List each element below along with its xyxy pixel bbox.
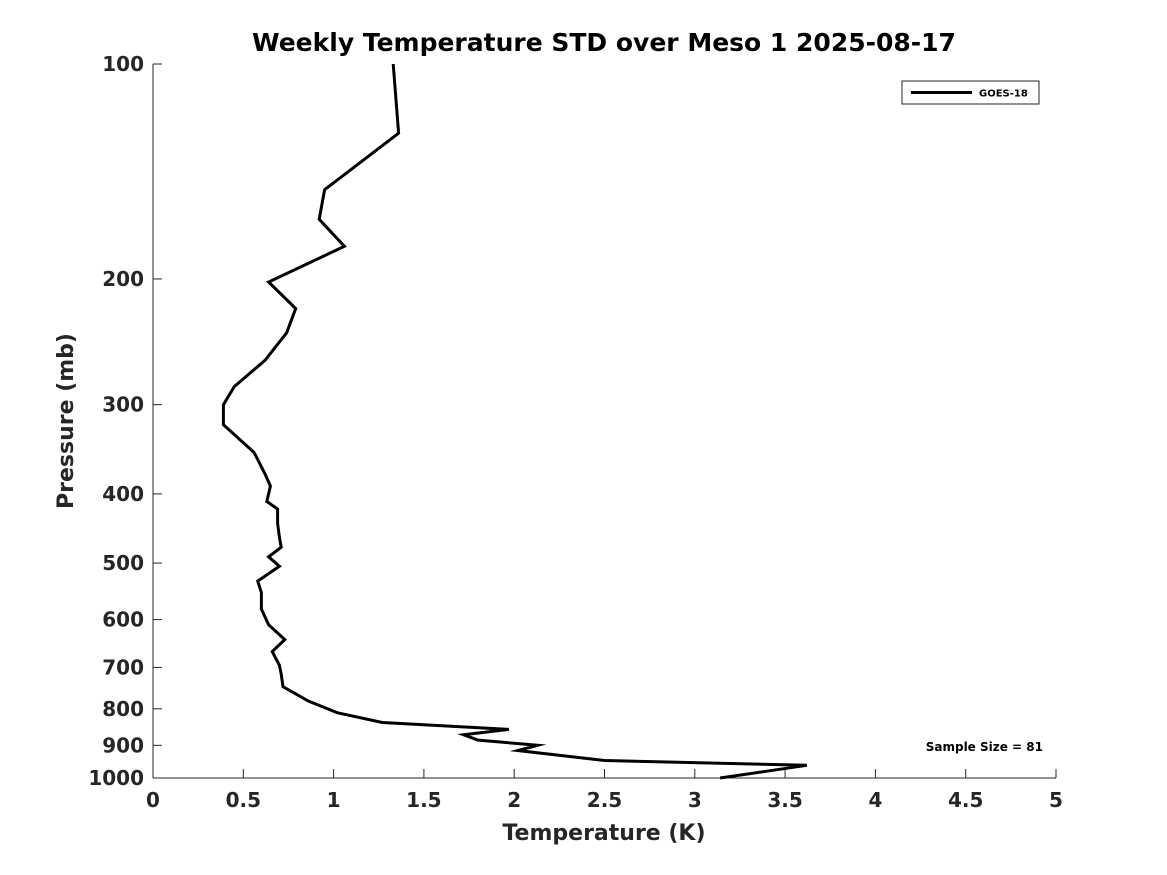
- y-tick-label: 900: [102, 733, 144, 757]
- x-axis-label: Temperature (K): [502, 821, 705, 846]
- x-tick-label: 2: [507, 788, 521, 812]
- x-tick-label: 5: [1049, 788, 1063, 812]
- chart-title: Weekly Temperature STD over Meso 1 2025-…: [252, 28, 956, 57]
- y-tick-label: 800: [102, 697, 144, 721]
- x-tick-label: 2.5: [587, 788, 622, 812]
- y-tick-label: 500: [102, 551, 144, 575]
- sample-size-annotation: Sample Size = 81: [926, 740, 1043, 754]
- x-tick-label: 0: [146, 788, 160, 812]
- legend-label: GOES-18: [979, 89, 1028, 100]
- y-tick-label: 400: [102, 482, 144, 506]
- y-tick-label: 600: [102, 608, 144, 632]
- x-tick-label: 0.5: [226, 788, 261, 812]
- plot-area: 0 0.5 1 1.5 2 2.5 3 3.5 4 4.5 5 100 200 300 400 500 600 7…: [88, 52, 1063, 812]
- x-tick-label: 3: [688, 788, 702, 812]
- x-tick-label: 4.5: [948, 788, 983, 812]
- y-tick-label: 700: [102, 655, 144, 679]
- y-tick-label: 300: [102, 393, 144, 417]
- series-line-goes-18: [221, 63, 808, 780]
- x-tick-label: 4: [868, 788, 882, 812]
- x-tick-label: 1.5: [406, 788, 441, 812]
- y-tick-label: 1000: [88, 766, 144, 790]
- y-axis-label: Pressure (mb): [54, 333, 79, 509]
- y-tick-label: 200: [102, 267, 144, 291]
- y-tick-label: 100: [102, 52, 144, 76]
- x-tick-label: 3.5: [767, 788, 802, 812]
- x-tick-label: 1: [327, 788, 341, 812]
